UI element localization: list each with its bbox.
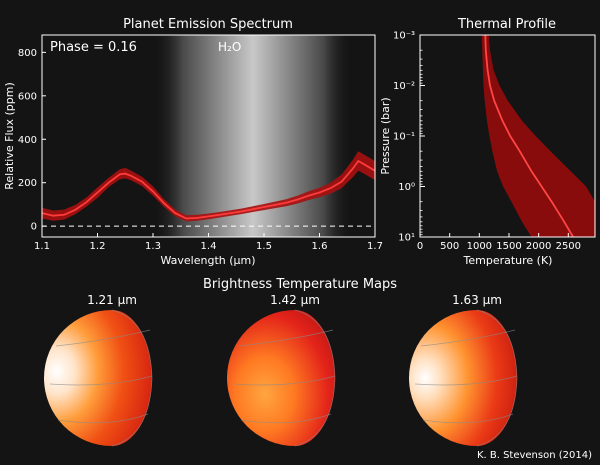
spectrum-y-tick-label: 600 — [18, 91, 37, 102]
spectrum-x-tick-label: 1.5 — [256, 241, 272, 252]
h2o-label: H₂O — [218, 40, 241, 54]
spectrum-title: Planet Emission Spectrum — [123, 17, 293, 32]
spectrum-uncertainty-band — [42, 151, 375, 222]
emission-spectrum-chart: Planet Emission Spectrum 1.1 1.2 1.3 1.4 1.5… — [3, 17, 383, 267]
profile-y-tick-label: 10⁰ — [398, 182, 415, 193]
profile-x-tick-label: 2000 — [526, 241, 551, 252]
profile-line — [484, 35, 574, 237]
spectrum-y-tick-label: 800 — [18, 48, 37, 59]
profile-y-tick-label: 10⁻³ — [393, 31, 415, 42]
spectrum-y-ticks: 0 200 400 600 800 — [18, 48, 46, 233]
spectrum-y-tick-label: 200 — [18, 178, 37, 189]
map-hemisphere-2 — [227, 310, 335, 446]
spectrum-x-tick-label: 1.3 — [145, 241, 161, 252]
map-hemisphere-3 — [409, 310, 517, 446]
profile-y-ticks: 10⁻³ 10⁻² 10⁻¹ 10⁰ 10¹ — [393, 31, 425, 244]
profile-y-tick-label: 10¹ — [398, 233, 415, 244]
spectrum-x-label: Wavelength (μm) — [160, 254, 255, 267]
spectrum-y-tick-label: 0 — [31, 222, 37, 233]
profile-title: Thermal Profile — [457, 17, 556, 32]
map-grid-1 — [49, 309, 153, 447]
profile-x-tick-label: 1500 — [496, 241, 521, 252]
spectrum-x-ticks: 1.1 1.2 1.3 1.4 1.5 1.6 1.7 — [34, 233, 383, 252]
spectrum-x-tick-label: 1.4 — [201, 241, 217, 252]
spectrum-y-label: Relative Flux (ppm) — [3, 82, 16, 189]
profile-x-tick-label: 2500 — [556, 241, 581, 252]
map-grid-2 — [232, 309, 336, 447]
spectrum-y-tick-label: 400 — [18, 135, 37, 146]
map-panel-1: 1.21 μm — [44, 293, 153, 447]
map-grid-3 — [414, 309, 518, 447]
profile-x-ticks: 0 500 1000 1500 2000 2500 — [417, 233, 581, 252]
phase-annotation: Phase = 0.16 — [50, 40, 137, 55]
profile-x-tick-label: 500 — [440, 241, 459, 252]
profile-y-tick-label: 10⁻² — [393, 81, 415, 92]
credit-text: K. B. Stevenson (2014) — [476, 450, 592, 461]
spectrum-x-tick-label: 1.1 — [34, 241, 50, 252]
map-hemisphere-1 — [44, 310, 152, 446]
profile-uncertainty-band — [481, 35, 595, 237]
map-label-3: 1.63 μm — [452, 293, 502, 307]
maps-title: Brightness Temperature Maps — [203, 277, 397, 292]
profile-x-tick-label: 1000 — [467, 241, 492, 252]
brightness-temperature-maps: Brightness Temperature Maps 1.21 μm 1.42… — [44, 277, 518, 447]
map-label-1: 1.21 μm — [87, 293, 137, 307]
spectrum-x-tick-label: 1.2 — [90, 241, 106, 252]
thermal-profile-chart: Thermal Profile 0 500 1000 1500 2000 2500 10⁻… — [379, 17, 596, 267]
profile-x-label: Temperature (K) — [463, 254, 553, 267]
map-label-2: 1.42 μm — [270, 293, 320, 307]
spectrum-line — [42, 159, 375, 220]
map-panel-2: 1.42 μm — [227, 293, 336, 447]
map-panel-3: 1.63 μm — [409, 293, 518, 447]
profile-x-tick-label: 0 — [417, 241, 423, 252]
spectrum-x-tick-label: 1.7 — [367, 241, 383, 252]
profile-y-tick-label: 10⁻¹ — [393, 132, 415, 143]
profile-y-label: Pressure (bar) — [379, 97, 392, 174]
h2o-band-highlight — [153, 35, 353, 237]
spectrum-x-tick-label: 1.6 — [312, 241, 328, 252]
